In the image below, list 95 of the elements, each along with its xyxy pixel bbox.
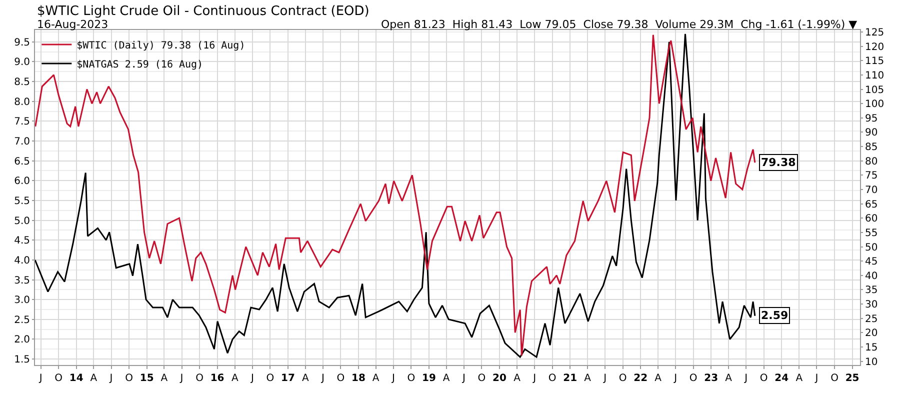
x-tick-label: O	[618, 373, 627, 384]
x-tick-label: J	[814, 373, 818, 384]
x-tick-label: O	[478, 373, 486, 384]
x-tick-label: 25	[845, 373, 860, 384]
y2-tick-label: 80	[865, 156, 878, 168]
x-tick-label: 21	[563, 373, 578, 384]
x-tick-label: J	[461, 373, 466, 384]
x-tick-label: A	[160, 373, 168, 384]
x-tick-label: J	[744, 373, 748, 384]
y2-tick-label: 35	[865, 285, 878, 296]
x-tick-label: J	[673, 373, 678, 384]
x-tick-label: J	[108, 373, 113, 384]
y2-tick-label: 125	[865, 28, 884, 38]
y2-tick-label: 30	[865, 300, 878, 311]
x-tick-label: 15	[140, 373, 154, 384]
x-tick-label: O	[125, 373, 134, 384]
y2-tick-label: 75	[865, 170, 878, 182]
y2-tick-label: 95	[865, 113, 878, 124]
x-tick-label: O	[548, 373, 556, 384]
y-tick-label: 8.0	[14, 96, 30, 108]
y2-tick-label: 40	[865, 270, 878, 282]
x-tick-label: A	[302, 373, 309, 384]
y2-tick-label: 50	[865, 242, 878, 254]
y2-tick-label: 20	[865, 328, 878, 340]
x-tick-label: O	[830, 373, 839, 384]
y2-tick-label: 60	[865, 214, 878, 225]
data-label: 2.59	[761, 309, 788, 322]
y2-tick-label: 85	[865, 142, 878, 154]
y2-tick-label: 90	[865, 128, 878, 139]
x-tick-label: 19	[422, 373, 436, 384]
x-tick-label: 24	[774, 373, 789, 384]
x-tick-label: 23	[704, 373, 718, 384]
x-tick-label: O	[760, 373, 768, 384]
y-tick-label: 6.0	[14, 176, 30, 188]
y2-tick-label: 55	[865, 228, 878, 239]
y-tick-label: 4.0	[14, 255, 30, 266]
x-tick-label: J	[38, 373, 42, 384]
y2-tick-label: 110	[865, 70, 884, 82]
x-tick-label: 17	[281, 373, 295, 384]
x-tick-label: A	[796, 373, 803, 384]
x-tick-label: O	[336, 373, 345, 384]
legend-label: $WTIC (Daily) 79.38 (16 Aug)	[76, 40, 246, 52]
y2-tick-label: 65	[865, 199, 878, 210]
annotation: Open 81.23 High 81.43 Low 79.05 Close 79.38 Volume 29.3M Chg -1.61 (-1.99%) ▼	[381, 18, 858, 31]
x-tick-label: 22	[634, 373, 648, 384]
y-tick-label: 2.0	[14, 334, 30, 346]
x-tick-label: 16	[210, 373, 224, 384]
y-tick-label: 9.0	[14, 57, 30, 68]
y2-tick-label: 100	[865, 99, 884, 110]
x-tick-label: A	[90, 373, 98, 384]
x-tick-label: 18	[352, 373, 366, 384]
y2-tick-label: 115	[865, 56, 884, 68]
y-tick-label: 2.5	[14, 314, 30, 326]
y-tick-label: 7.5	[14, 116, 30, 128]
x-tick-label: A	[584, 373, 592, 384]
y2-tick-label: 25	[865, 314, 878, 325]
y-tick-label: 8.5	[14, 77, 30, 88]
x-tick-label: O	[196, 373, 204, 384]
y2-tick-label: 105	[865, 84, 884, 96]
y-tick-label: 1.5	[14, 354, 30, 366]
x-tick-label: J	[390, 373, 395, 384]
x-tick-label: O	[266, 373, 274, 384]
y-tick-label: 7.0	[14, 136, 30, 148]
y2-tick-label: 15	[865, 342, 878, 354]
y-tick-label: 9.5	[14, 37, 30, 48]
x-tick-label: A	[231, 373, 238, 384]
y2-tick-label: 120	[865, 42, 884, 53]
x-tick-label: O	[54, 373, 63, 384]
x-tick-label: 20	[492, 373, 506, 384]
chart-subtitle: 16-Aug-2023	[37, 18, 108, 31]
x-tick-label: O	[689, 373, 698, 384]
y2-tick-label: 45	[865, 256, 878, 268]
x-tick-label: J	[320, 373, 324, 384]
x-tick-label: A	[372, 373, 380, 384]
x-tick-label: A	[514, 373, 521, 384]
y2-tick-label: 10	[865, 356, 878, 368]
y2-tick-label: 70	[865, 184, 878, 196]
data-label: 79.38	[761, 156, 796, 169]
y-tick-label: 5.5	[14, 196, 30, 207]
x-tick-label: J	[602, 373, 607, 384]
x-tick-label: J	[179, 373, 184, 384]
y-tick-label: 3.5	[14, 275, 30, 286]
legend-label: $NATGAS 2.59 (16 Aug)	[76, 59, 204, 70]
y-tick-label: 5.0	[14, 216, 30, 227]
x-tick-label: A	[725, 373, 732, 384]
x-tick-label: J	[532, 373, 536, 384]
chart-title: $WTIC Light Crude Oil - Continuous Contract (EOD)	[37, 4, 370, 19]
y-tick-label: 4.5	[14, 236, 30, 247]
x-tick-label: A	[654, 373, 662, 384]
x-tick-label: O	[407, 373, 416, 384]
y-tick-label: 6.5	[14, 156, 30, 168]
x-tick-label: A	[442, 373, 450, 384]
x-tick-label: J	[250, 373, 254, 384]
y-tick-label: 3.0	[14, 295, 30, 306]
x-tick-label: 14	[69, 373, 84, 384]
